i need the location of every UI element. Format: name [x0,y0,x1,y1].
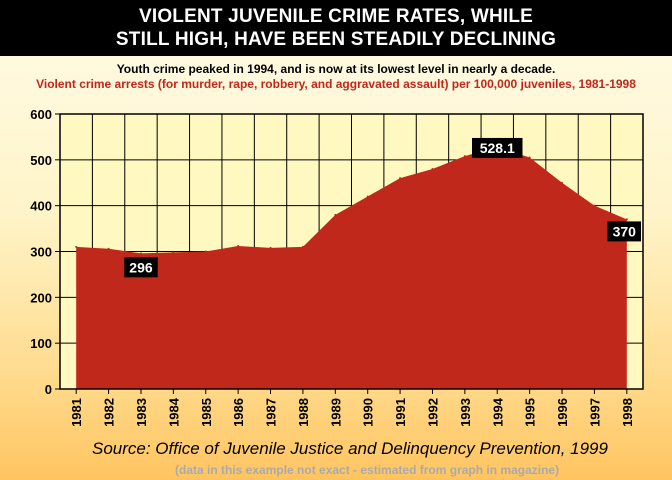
x-tick-label-1993: 1993 [458,398,473,427]
x-tick-label-1992: 1992 [425,398,440,427]
y-tick-label-600: 600 [30,107,52,122]
y-tick-label-0: 0 [45,382,52,397]
chart-subtitle: Youth crime peaked in 1994, and is now a… [116,62,556,76]
data-point-1992 [431,168,434,170]
title-line-2: STILL HIGH, HAVE BEEN STEADILY DECLINING [115,29,557,50]
chart-description: Violent crime arrests (for murder, rape,… [36,77,636,91]
x-tick-label-1994: 1994 [490,397,505,427]
data-point-1988 [301,245,304,248]
plot-border [59,113,644,390]
data-point-1987 [269,246,272,249]
x-tick-label-1991: 1991 [393,398,408,427]
x-tick-label-1997: 1997 [587,398,602,427]
data-label-1983: 296 [129,259,153,275]
x-tick-label-1995: 1995 [523,398,538,427]
data-point-1984 [172,251,175,254]
x-tick-label-1981: 1981 [69,398,84,427]
x-tick-label-1982: 1982 [102,398,117,427]
data-point-1986 [237,245,240,247]
data-label-bg-1998 [607,221,641,242]
data-point-1996 [561,181,564,184]
data-point-1998 [625,218,628,221]
chart-title: VIOLENT JUVENILE CRIME RATES, WHILE STIL… [0,0,672,56]
y-tick-label-300: 300 [30,245,52,260]
data-label-1998: 370 [613,223,637,239]
data-point-1989 [334,213,337,216]
source-text: Source: Office of Juvenile Justice and D… [92,439,608,458]
data-note: (data in this example not exact - estima… [175,463,560,477]
x-tick-label-1988: 1988 [296,398,311,427]
data-point-1990 [366,195,369,198]
data-point-1983 [139,252,142,255]
data-point-1995 [528,156,531,159]
x-tick-label-1996: 1996 [555,398,570,427]
y-tick-label-400: 400 [30,199,52,214]
data-label-bg-1983 [124,257,158,278]
y-tick-label-500: 500 [30,153,52,168]
data-point-1985 [204,250,207,253]
y-tick-label-100: 100 [30,336,52,351]
data-point-1997 [593,204,596,207]
data-point-1981 [75,245,78,248]
x-tick-label-1985: 1985 [199,398,214,427]
x-tick-label-1998: 1998 [620,398,635,427]
data-point-1982 [107,247,110,250]
x-tick-label-1990: 1990 [361,398,376,427]
data-point-1993 [463,155,466,158]
data-label-bg-1994 [472,137,523,158]
x-tick-label-1989: 1989 [328,398,343,427]
y-tick-label-200: 200 [30,290,52,305]
data-point-1991 [399,177,402,180]
title-line-1: VIOLENT JUVENILE CRIME RATES, WHILE [138,6,534,27]
x-tick-label-1986: 1986 [231,398,246,427]
data-label-1994: 528.1 [480,140,515,156]
x-tick-label-1983: 1983 [134,398,149,427]
x-tick-label-1987: 1987 [264,398,279,427]
series-area [76,146,627,389]
x-tick-label-1984: 1984 [166,397,181,427]
